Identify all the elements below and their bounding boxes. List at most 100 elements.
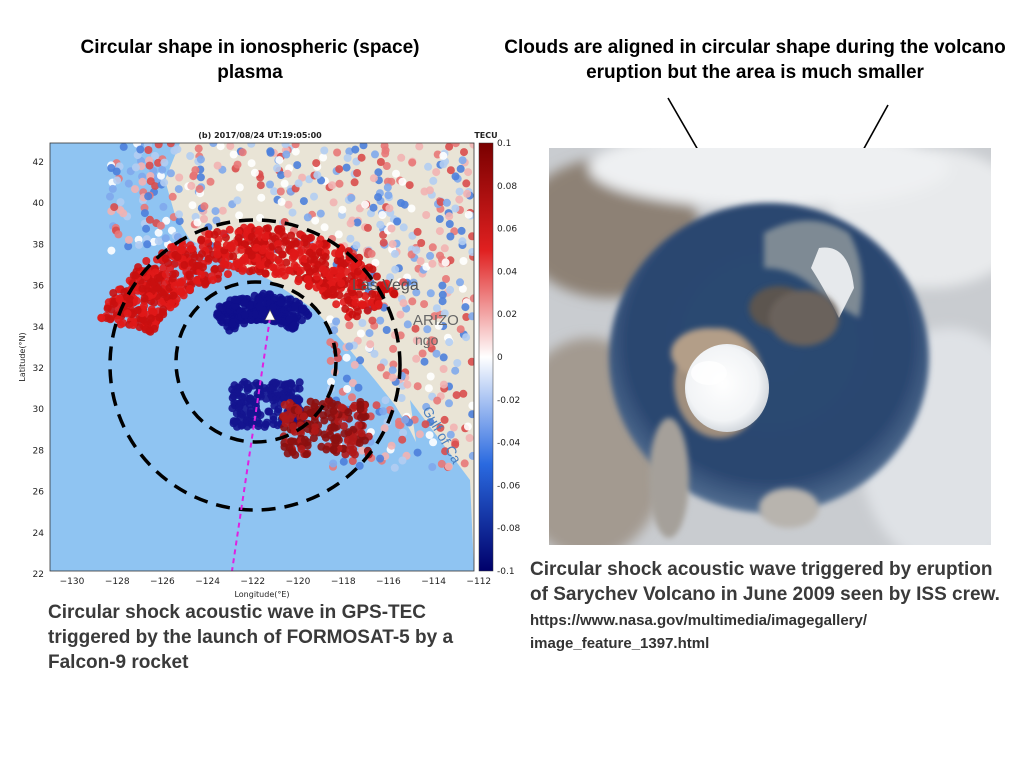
tec-dot [269, 263, 277, 272]
tec-dot [398, 435, 407, 444]
tec-dot [456, 325, 465, 334]
tec-dot [328, 181, 337, 190]
tec-dot [200, 202, 209, 211]
tec-dot [349, 434, 358, 442]
state-label: ARIZO [413, 312, 459, 329]
volcano-photo [549, 148, 991, 545]
tec-dot [175, 210, 183, 219]
tec-dot [365, 263, 374, 272]
x-tick-label: −126 [150, 577, 175, 587]
tec-dot [423, 325, 432, 334]
tec-dot [294, 277, 303, 286]
tec-dot [412, 336, 421, 345]
tec-dot [167, 299, 175, 308]
tec-dot [273, 315, 282, 324]
tec-dot [239, 256, 248, 265]
tec-dot [345, 321, 354, 330]
tec-dot [233, 160, 242, 169]
tec-dot [233, 196, 242, 205]
x-tick-label: −116 [376, 577, 401, 587]
colorbar-tick-label: -0.08 [497, 524, 521, 534]
tec-dot [154, 143, 163, 149]
tec-dot [388, 366, 397, 375]
tec-dot [374, 193, 383, 202]
tec-dot [295, 378, 304, 387]
tec-dot [289, 312, 298, 321]
tec-dot [405, 181, 414, 190]
tec-dot [440, 309, 449, 318]
tec-dot [462, 179, 471, 188]
tec-dot [211, 264, 219, 273]
tec-dot [357, 153, 366, 162]
tec-dot [330, 326, 339, 335]
tec-dot [438, 297, 447, 306]
tec-dot [274, 225, 283, 233]
tec-dot [162, 216, 171, 225]
tec-dot [354, 421, 363, 430]
tec-dot [138, 177, 147, 186]
tec-dot [247, 159, 256, 168]
tec-dot [280, 179, 289, 188]
tec-dot [379, 407, 388, 416]
tec-dot [417, 239, 426, 247]
colorbar-tick-label: -0.1 [497, 567, 515, 577]
tec-dot [440, 415, 449, 424]
tec-dot [313, 272, 321, 281]
tec-dot [143, 240, 152, 249]
tec-dot [251, 310, 259, 319]
tec-dot [185, 270, 194, 279]
tec-dot [248, 420, 256, 429]
tec-dot [403, 380, 412, 389]
tec-dot [291, 143, 300, 149]
tec-dot [138, 284, 147, 293]
tec-dot [451, 172, 460, 181]
colorbar-tick-label: 0.02 [497, 310, 517, 320]
tec-dot [384, 191, 393, 200]
tec-dot [142, 257, 151, 265]
source-url-line-1[interactable]: https://www.nasa.gov/multimedia/imagegal… [530, 612, 868, 629]
tec-dot [303, 425, 312, 434]
y-tick-label: 36 [33, 282, 45, 292]
tec-dot [446, 285, 455, 294]
tec-dot [409, 278, 418, 287]
tec-dot [331, 249, 340, 258]
tec-dot [302, 240, 311, 249]
tec-dot [113, 176, 122, 185]
tec-dot [320, 223, 329, 232]
tec-dot [237, 421, 246, 430]
tec-dot [425, 431, 434, 440]
tec-dot [426, 251, 435, 260]
tec-dot [257, 193, 266, 202]
tec-dot [442, 198, 451, 207]
tec-dot [342, 163, 351, 172]
tec-dot [356, 404, 365, 413]
tec-dot [255, 419, 264, 428]
tec-dot [378, 211, 387, 219]
tec-dot [412, 246, 421, 255]
tec-dot [109, 299, 118, 308]
tec-dot [379, 238, 388, 247]
tec-dot [312, 159, 321, 168]
state2-label: ngo [415, 332, 439, 348]
tec-dot [469, 294, 474, 303]
tec-dot [291, 147, 300, 156]
tec-dot [438, 281, 447, 290]
tec-dot [432, 168, 441, 177]
tec-dot [445, 212, 454, 221]
tec-dot [357, 413, 365, 422]
tec-dot [324, 289, 333, 298]
tec-dot [195, 253, 204, 262]
tec-dot [416, 257, 425, 266]
tec-dot [311, 426, 319, 435]
tec-dot [281, 143, 290, 148]
tec-dot [433, 396, 442, 405]
y-tick-label: 38 [33, 240, 45, 250]
source-url-line-2[interactable]: image_feature_1397.html [530, 635, 710, 652]
tec-dot [132, 296, 141, 305]
tec-dot [445, 399, 453, 408]
tec-dot [240, 298, 249, 307]
tec-dot [228, 319, 237, 328]
tec-dot [347, 272, 356, 281]
tec-dot [446, 430, 455, 439]
tec-dot [305, 280, 314, 289]
